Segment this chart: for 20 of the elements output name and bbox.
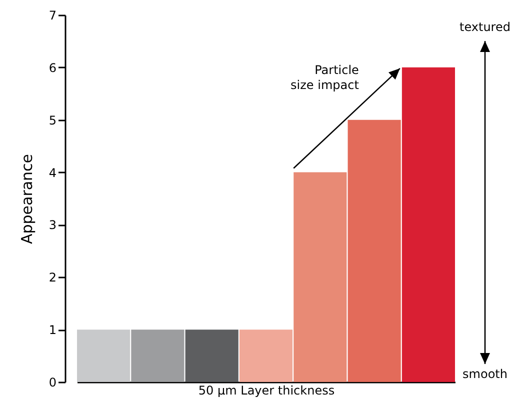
y-tick-label: 6 [48,60,56,75]
text: textured [460,20,510,34]
bar [77,330,130,382]
annotation: Particle size impact [290,62,360,92]
bar [348,120,401,382]
bar [239,330,293,382]
y-tick-label: 1 [48,323,56,338]
bar [402,67,455,382]
y-tick-label: 3 [48,218,56,232]
y-axis-title: Appearance [18,154,36,244]
bar [294,172,347,382]
bar [185,330,238,382]
y-tick-label: 5 [48,113,56,128]
text: smooth [462,367,508,381]
y-tick-label: 4 [48,166,56,180]
x-axis-title: 50 µm Layer thickness [198,384,335,398]
y-tick-label: 7 [48,8,56,22]
bar [131,330,184,382]
y-tick-label: 2 [48,270,56,285]
y-tick-label: 0 [48,376,56,390]
